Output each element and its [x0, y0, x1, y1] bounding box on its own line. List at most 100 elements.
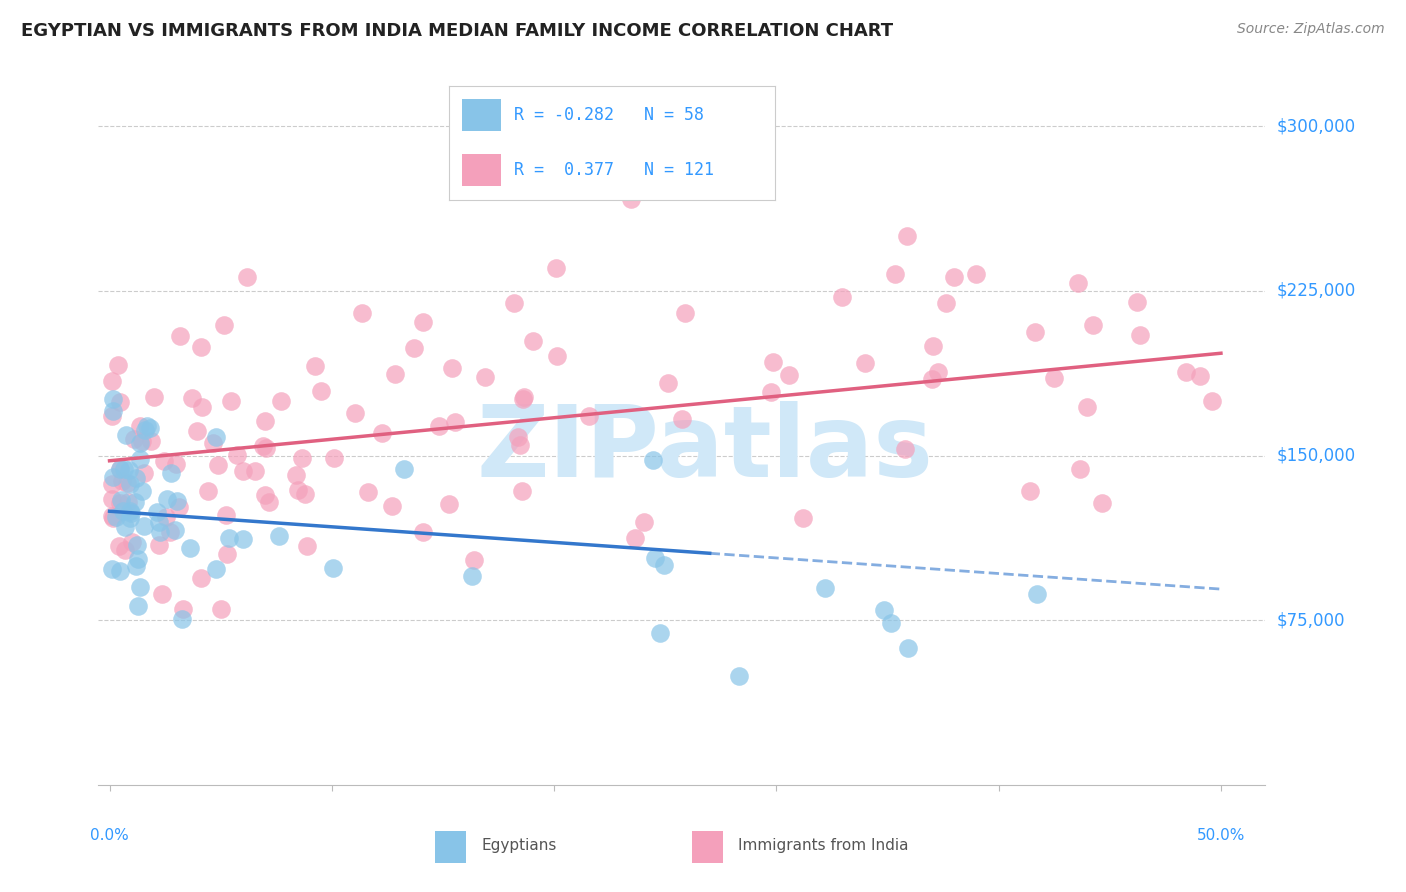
Point [112, 462, 135, 476]
Point [136, 418, 159, 433]
Point [522, 334, 544, 348]
Point [643, 453, 665, 467]
Point [202, 435, 225, 450]
Point [166, 493, 188, 508]
Point [132, 466, 155, 480]
Point [853, 356, 876, 370]
Point [252, 439, 274, 453]
Point [191, 401, 214, 415]
Point [291, 451, 314, 466]
Point [311, 384, 333, 398]
Point [207, 458, 229, 472]
Point [461, 569, 484, 583]
Point [295, 539, 318, 553]
Point [108, 496, 131, 510]
Point [256, 442, 278, 456]
Point [148, 515, 170, 529]
Point [167, 500, 190, 514]
Text: ZIPatlas: ZIPatlas [477, 401, 934, 498]
Point [107, 539, 129, 553]
Point [578, 409, 600, 423]
Text: 0.0%: 0.0% [90, 828, 129, 843]
Text: $150,000: $150,000 [1277, 447, 1357, 465]
Point [323, 450, 346, 465]
Point [727, 669, 749, 683]
Point [120, 477, 142, 491]
Point [205, 430, 228, 444]
Point [219, 394, 242, 409]
Point [128, 452, 150, 467]
Point [110, 492, 132, 507]
Point [180, 391, 202, 405]
Point [894, 442, 917, 456]
Point [139, 434, 162, 449]
Point [117, 476, 139, 491]
Point [155, 510, 177, 524]
Point [232, 532, 254, 546]
Text: EGYPTIAN VS IMMIGRANTS FROM INDIA MEDIAN FAMILY INCOME CORRELATION CHART: EGYPTIAN VS IMMIGRANTS FROM INDIA MEDIAN… [21, 22, 893, 40]
Point [101, 374, 124, 388]
Point [118, 510, 141, 524]
Point [212, 318, 235, 332]
Point [148, 538, 170, 552]
Point [1201, 394, 1223, 409]
Point [152, 454, 174, 468]
Point [107, 358, 129, 372]
Point [284, 467, 307, 482]
Point [814, 582, 837, 596]
Point [546, 349, 568, 363]
Point [965, 267, 987, 281]
Text: $225,000: $225,000 [1277, 282, 1357, 300]
Point [108, 461, 131, 475]
Point [225, 448, 247, 462]
Point [633, 515, 655, 529]
Point [253, 413, 276, 427]
Point [270, 393, 292, 408]
Text: 50.0%: 50.0% [1197, 828, 1246, 843]
Point [650, 626, 672, 640]
Point [218, 531, 240, 545]
Point [371, 425, 394, 440]
Point [215, 547, 238, 561]
Point [1129, 327, 1152, 342]
Point [896, 228, 918, 243]
Point [131, 434, 153, 448]
Point [124, 495, 146, 509]
Point [294, 486, 316, 500]
Point [508, 430, 530, 444]
Point [412, 524, 434, 539]
Point [440, 360, 463, 375]
Point [134, 423, 156, 437]
Point [205, 561, 228, 575]
Point [352, 306, 374, 320]
Point [100, 562, 122, 576]
Point [644, 551, 666, 566]
Point [921, 339, 943, 353]
Point [444, 415, 467, 429]
Point [392, 462, 415, 476]
Point [142, 390, 165, 404]
Point [169, 328, 191, 343]
Point [190, 340, 212, 354]
Point [124, 432, 146, 446]
Point [129, 436, 152, 450]
Point [1024, 325, 1046, 339]
Point [322, 561, 344, 575]
Point [652, 558, 675, 573]
Point [104, 509, 127, 524]
Point [118, 462, 141, 476]
Point [165, 457, 187, 471]
Point [1043, 370, 1066, 384]
Text: $300,000: $300,000 [1277, 117, 1357, 136]
Point [186, 425, 208, 439]
Point [1126, 295, 1149, 310]
Point [127, 552, 149, 566]
Point [503, 296, 526, 310]
Point [1189, 368, 1212, 383]
Point [120, 504, 142, 518]
Point [620, 192, 643, 206]
Point [159, 525, 181, 540]
Point [146, 505, 169, 519]
Point [103, 511, 125, 525]
Point [474, 370, 496, 384]
